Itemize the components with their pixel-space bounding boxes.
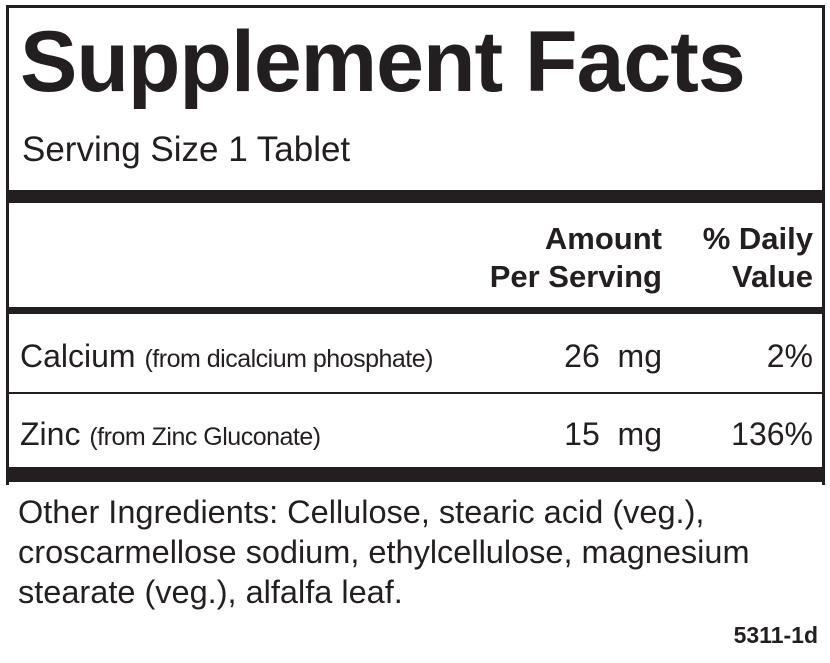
amount-header-line2: Per Serving: [489, 259, 662, 294]
dv-header-line1: % Daily: [702, 221, 813, 256]
thick-divider: [6, 190, 825, 203]
supplement-facts-panel: [6, 5, 825, 485]
nutrient-name: Zinc: [20, 416, 81, 452]
nutrient-source: (from Zinc Gluconate): [89, 423, 321, 451]
amount-header-line1: Amount: [544, 221, 662, 256]
nutrient-amount: 26 mg: [564, 336, 662, 376]
nutrient-dv: 2%: [766, 338, 813, 374]
serving-size: Serving Size 1 Tablet: [22, 130, 351, 169]
amount-value: 15: [564, 416, 600, 452]
nutrient-row-zinc: Zinc (from Zinc Gluconate): [20, 414, 321, 457]
nutrient-row-calcium: Calcium (from dicalcium phosphate): [20, 336, 433, 379]
amount-unit: mg: [617, 338, 662, 374]
product-code: 5311-1d: [733, 622, 818, 648]
amount-value: 26: [564, 338, 600, 374]
nutrient-name: Calcium: [20, 338, 136, 374]
amount-unit: mg: [617, 416, 662, 452]
nutrient-amount: 15 mg: [564, 414, 662, 454]
bottom-thick-divider: [6, 467, 825, 482]
other-ingredients: Other Ingredients: Cellulose, stearic ac…: [18, 494, 750, 610]
row-divider: [6, 392, 825, 394]
dv-header-line2: Value: [732, 259, 813, 294]
amount-header: Amount Per Serving: [490, 220, 662, 296]
daily-value-header: % Daily Value: [703, 220, 813, 296]
nutrient-dv: 136%: [731, 416, 813, 452]
nutrient-source: (from dicalcium phosphate): [144, 345, 433, 373]
panel-title: Supplement Facts: [20, 14, 746, 110]
header-divider: [6, 307, 825, 314]
